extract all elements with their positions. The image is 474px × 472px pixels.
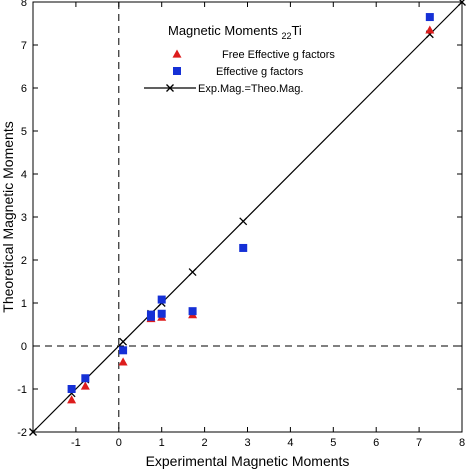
y-tick-label: -2 <box>17 427 27 439</box>
y-tick-label: 2 <box>21 255 27 267</box>
legend-label: Free Effective g factors <box>222 49 335 61</box>
triangle-point <box>80 381 90 390</box>
triangle-point <box>425 25 435 34</box>
legend-triangle-swatch <box>172 49 182 58</box>
y-tick-label: 5 <box>21 126 27 138</box>
legend: Magnetic Moments 22Ti Free Effective g f… <box>144 23 335 95</box>
x-tick-label: 8 <box>459 437 465 449</box>
x-tick-label: 2 <box>202 437 208 449</box>
legend-title-suffix: Ti <box>291 23 301 38</box>
legend-x-swatch <box>166 84 174 92</box>
y-tick-label: 6 <box>21 83 27 95</box>
legend-title-subscript: 22 <box>281 31 291 41</box>
y-tick-label: 7 <box>21 40 27 52</box>
triangle-point <box>67 395 77 404</box>
y-tick-label: 4 <box>21 169 27 181</box>
identity-line <box>32 1 463 433</box>
square-point <box>425 13 434 22</box>
x-point <box>188 268 197 276</box>
axis-ticks: -1 0 1 2 3 4 5 6 7 8 -2 -1 0 1 2 3 4 5 6 7 8 <box>17 0 465 449</box>
square-point <box>146 312 155 321</box>
square-point <box>239 243 248 252</box>
x-tick-label: -1 <box>71 437 81 449</box>
x-tick-label: 3 <box>244 437 250 449</box>
square-point <box>81 374 90 383</box>
square-point <box>119 346 128 355</box>
y-axis-title: Theoretical Magnetic Moments <box>0 121 16 312</box>
data-markers <box>29 0 466 436</box>
x-tick-label: 7 <box>416 437 422 449</box>
x-point <box>119 337 128 346</box>
legend-square-swatch <box>173 67 181 75</box>
x-tick-label: 0 <box>116 437 122 449</box>
legend-label: Effective g factors <box>216 66 304 78</box>
x-tick-label: 4 <box>287 437 293 449</box>
legend-title-main: Magnetic Moments <box>168 23 281 38</box>
y-tick-label: -1 <box>17 384 27 396</box>
square-point <box>157 309 166 318</box>
square-point <box>67 385 76 393</box>
triangle-point <box>118 357 128 366</box>
y-tick-label: 0 <box>21 341 27 353</box>
x-marker-stroke <box>239 217 248 226</box>
x-point <box>239 217 248 226</box>
square-point <box>157 295 166 304</box>
y-tick-label: 8 <box>21 0 27 9</box>
y-tick-label: 3 <box>21 212 27 224</box>
y-tick-label: 1 <box>21 298 27 310</box>
x-marker-stroke <box>188 268 197 276</box>
x-marker-stroke <box>119 337 128 346</box>
x-tick-label: 6 <box>373 437 379 449</box>
square-point <box>188 307 197 316</box>
x-tick-label: 1 <box>159 437 165 449</box>
legend-label: Exp.Mag.=Theo.Mag. <box>198 83 303 95</box>
x-axis-title: Experimental Magnetic Moments <box>146 453 350 469</box>
identity-line-layer <box>32 1 463 433</box>
x-marker-stroke <box>166 84 174 92</box>
legend-title: Magnetic Moments 22Ti <box>168 23 302 41</box>
legend-items: Free Effective g factors Effective g fact… <box>144 49 335 95</box>
x-tick-label: 5 <box>330 437 336 449</box>
